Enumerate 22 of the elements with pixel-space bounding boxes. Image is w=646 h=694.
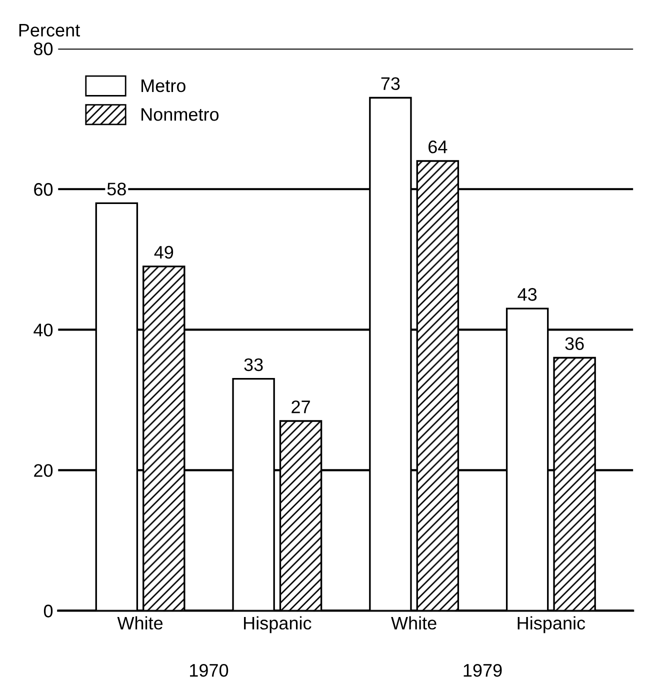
data-label: 49 bbox=[154, 246, 174, 259]
y-tick-label: 20 bbox=[34, 464, 53, 477]
y-tick-label: 0 bbox=[44, 604, 53, 618]
data-label: 36 bbox=[565, 337, 584, 350]
data-label: 58 bbox=[107, 182, 126, 196]
data-label: 64 bbox=[428, 140, 448, 154]
text: 1970 bbox=[190, 664, 228, 677]
data-label: 27 bbox=[292, 400, 310, 414]
text: 1979 bbox=[464, 664, 502, 677]
data-label: 33 bbox=[244, 358, 263, 372]
data-label: 43 bbox=[518, 288, 537, 301]
y-axis-title: Percent bbox=[19, 24, 80, 37]
y-tick-label: 80 bbox=[34, 42, 53, 56]
y-tick-label: 40 bbox=[34, 324, 53, 336]
data-label: 73 bbox=[381, 77, 400, 90]
y-tick-label: 60 bbox=[34, 183, 53, 196]
legend-label: Metro bbox=[142, 80, 186, 92]
x-tick-label: Hispanic bbox=[518, 616, 586, 634]
x-tick-label: White bbox=[117, 616, 163, 630]
x-tick-label: White bbox=[391, 616, 436, 630]
x-tick-label: Hispanic bbox=[244, 616, 312, 634]
legend-label: Nonmetro bbox=[142, 108, 219, 121]
